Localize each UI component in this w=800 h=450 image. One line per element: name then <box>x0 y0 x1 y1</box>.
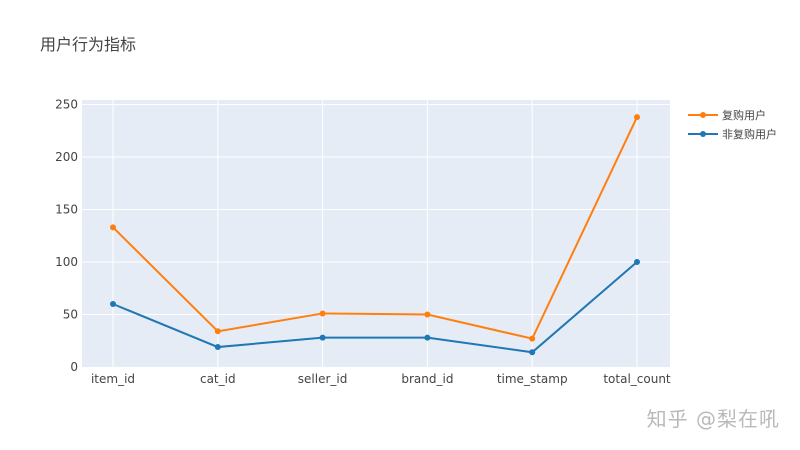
series-0 <box>110 114 640 342</box>
data-point[interactable] <box>214 328 221 335</box>
legend-marker <box>700 131 706 137</box>
x-tick-label: seller_id <box>298 372 348 386</box>
grid-lines <box>82 100 670 367</box>
y-tick-label: 50 <box>63 308 78 322</box>
data-point[interactable] <box>424 311 431 318</box>
x-tick-label: time_stamp <box>497 372 568 386</box>
data-point[interactable] <box>529 349 536 356</box>
y-tick-label: 200 <box>55 150 78 164</box>
data-point[interactable] <box>529 335 536 342</box>
data-point[interactable] <box>424 334 431 341</box>
series-line <box>112 261 638 354</box>
data-point[interactable] <box>214 344 221 351</box>
series-1 <box>110 259 640 356</box>
x-tick-label: cat_id <box>200 372 236 386</box>
y-tick-label: 100 <box>55 255 78 269</box>
legend-item[interactable]: 非复购用户 <box>688 127 777 141</box>
data-point[interactable] <box>634 114 640 121</box>
plot-area <box>82 100 670 367</box>
y-tick-label: 250 <box>55 98 78 112</box>
x-tick-label: item_id <box>91 372 135 386</box>
legend-item[interactable]: 复购用户 <box>688 108 766 122</box>
x-axis-ticks: item_id cat_id seller_id brand_id time_stamp… <box>91 372 671 386</box>
x-tick-label: brand_id <box>401 372 453 386</box>
series-line <box>112 116 638 340</box>
x-tick-label: total_count <box>603 372 671 386</box>
legend-label: 非复购用户 <box>722 127 777 141</box>
series-group <box>110 114 640 356</box>
data-point[interactable] <box>110 224 116 231</box>
data-point[interactable] <box>319 334 326 341</box>
legend-label: 复购用户 <box>722 108 766 122</box>
data-point[interactable] <box>634 259 640 265</box>
chart-title: 用户行为指标 <box>40 35 136 54</box>
data-point[interactable] <box>319 310 326 317</box>
y-axis-ticks: 0 50 100 150 200 250 <box>55 98 78 375</box>
watermark: 知乎 @梨在吼 <box>646 407 780 431</box>
y-tick-label: 0 <box>70 360 78 374</box>
y-tick-label: 150 <box>55 203 78 217</box>
legend-marker <box>700 112 706 118</box>
data-point[interactable] <box>110 301 116 307</box>
